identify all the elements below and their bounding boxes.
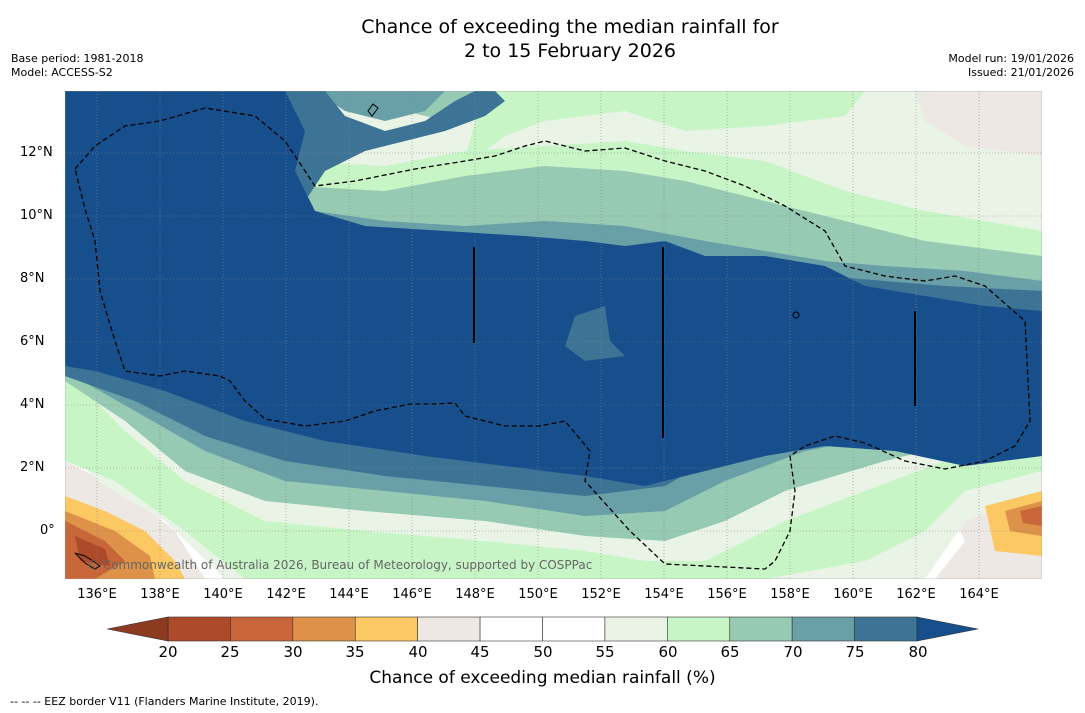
lon-tick-label: 140°E bbox=[203, 587, 243, 602]
colorbar-segment bbox=[729, 616, 793, 642]
colorbar-tick-label: 55 bbox=[595, 643, 615, 661]
lat-tick-label: 6°N bbox=[20, 334, 45, 349]
lon-tick-label: 158°E bbox=[770, 587, 810, 602]
band-above-80-patch bbox=[565, 306, 625, 361]
colorbar-segment bbox=[791, 616, 855, 642]
colorbar-segment bbox=[667, 616, 731, 642]
colorbar-tick-label: 25 bbox=[220, 643, 240, 661]
colorbar-tick-label: 70 bbox=[783, 643, 803, 661]
map-gridlines bbox=[65, 91, 1042, 579]
map-title-line-1: Chance of exceeding the median rainfall … bbox=[361, 16, 779, 38]
lon-tick-label: 144°E bbox=[329, 587, 369, 602]
colorbar-tick-label: 80 bbox=[908, 643, 928, 661]
band-40-45-east bbox=[915, 91, 1042, 161]
colorbar-below-extension bbox=[107, 616, 169, 642]
colorbar-tick-label: 20 bbox=[158, 643, 178, 661]
lon-tick-label: 150°E bbox=[518, 587, 558, 602]
lon-tick-label: 142°E bbox=[266, 587, 306, 602]
colorbar-tick-label: 40 bbox=[408, 643, 428, 661]
eez-border-west bbox=[74, 107, 1031, 570]
island-outline-1 bbox=[367, 103, 379, 117]
lon-tick-label: 136°E bbox=[77, 587, 117, 602]
lat-tick-label: 10°N bbox=[20, 208, 53, 223]
eez-footnote: -- -- -- EEZ border V11 (Flanders Marine… bbox=[10, 695, 319, 708]
lon-tick-label: 146°E bbox=[392, 587, 432, 602]
lon-tick-label: 152°E bbox=[581, 587, 621, 602]
lat-tick-label: 12°N bbox=[20, 145, 53, 160]
colorbar-segment bbox=[292, 616, 356, 642]
colorbar-tick-label: 50 bbox=[533, 643, 553, 661]
colorbar-tick-label: 35 bbox=[345, 643, 365, 661]
island-outline-southwest bbox=[74, 552, 101, 570]
colorbar-segment bbox=[854, 616, 918, 642]
colorbar-tick-label: 45 bbox=[470, 643, 490, 661]
colorbar-label: Chance of exceeding median rainfall (%) bbox=[369, 668, 716, 688]
lon-tick-label: 164°E bbox=[959, 587, 999, 602]
lon-tick-label: 148°E bbox=[455, 587, 495, 602]
colorbar-segment bbox=[230, 616, 294, 642]
band-above-80 bbox=[65, 91, 1042, 486]
colorbar bbox=[107, 616, 979, 642]
band-25-30-east bbox=[1020, 506, 1042, 526]
lat-tick-label: 2°N bbox=[20, 460, 45, 475]
colorbar-segment bbox=[167, 616, 231, 642]
lon-tick-label: 154°E bbox=[644, 587, 684, 602]
map-title-line-2: 2 to 15 February 2026 bbox=[463, 40, 677, 62]
issued-label: Issued: 21/01/2026 bbox=[967, 66, 1074, 79]
model-label: Model: ACCESS-S2 bbox=[11, 66, 113, 79]
lon-tick-label: 138°E bbox=[140, 587, 180, 602]
colorbar-tick-label: 75 bbox=[845, 643, 865, 661]
lat-tick-label: 4°N bbox=[20, 397, 45, 412]
lon-tick-label: 162°E bbox=[896, 587, 936, 602]
base-period-label: Base period: 1981-2018 bbox=[11, 52, 144, 65]
lon-tick-label: 160°E bbox=[833, 587, 873, 602]
band-20-25-southwest bbox=[75, 536, 110, 566]
lat-tick-label: 0° bbox=[40, 523, 55, 538]
colorbar-tick-label: 60 bbox=[658, 643, 678, 661]
colorbar-tick-label: 30 bbox=[283, 643, 303, 661]
rainfall-probability-map: © Commonwealth of Australia 2026, Bureau… bbox=[65, 91, 1042, 579]
island-outline-2 bbox=[792, 311, 800, 319]
colorbar-segment bbox=[354, 616, 418, 642]
copyright-text: © Commonwealth of Australia 2026, Bureau… bbox=[87, 558, 592, 572]
colorbar-segment bbox=[542, 616, 606, 642]
lon-tick-label: 156°E bbox=[707, 587, 747, 602]
model-run-label: Model run: 19/01/2026 bbox=[948, 52, 1074, 65]
colorbar-tick-label: 65 bbox=[720, 643, 740, 661]
colorbar-segment bbox=[604, 616, 668, 642]
colorbar-above-extension bbox=[916, 616, 979, 642]
lat-tick-label: 8°N bbox=[20, 271, 45, 286]
band-70-75-north bbox=[65, 91, 445, 121]
colorbar-segment bbox=[479, 616, 543, 642]
colorbar-segment bbox=[417, 616, 481, 642]
